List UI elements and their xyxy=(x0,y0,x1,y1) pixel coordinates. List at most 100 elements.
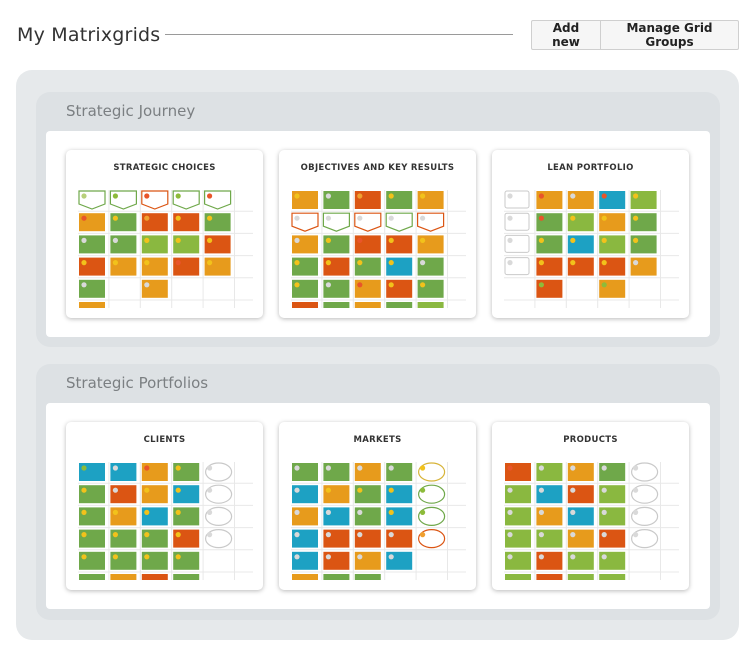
status-dot xyxy=(357,237,363,243)
status-dot xyxy=(144,554,150,560)
manage-grid-groups-button[interactable]: Manage Grid Groups xyxy=(601,20,739,50)
status-dot xyxy=(538,193,544,199)
status-dot xyxy=(325,193,331,199)
status-dot xyxy=(507,465,513,471)
grid-card-objectives-and-key-results[interactable]: OBJECTIVES AND KEY RESULTS xyxy=(279,150,476,318)
status-dot xyxy=(601,532,607,538)
page-title: My Matrixgrids xyxy=(17,24,161,46)
status-dot xyxy=(175,554,181,560)
status-dot xyxy=(81,554,87,560)
grid-preview xyxy=(78,462,253,580)
card-title: PRODUCTS xyxy=(563,435,618,445)
status-dot xyxy=(538,465,544,471)
status-dot xyxy=(601,509,607,515)
status-dot xyxy=(207,260,213,266)
status-dot xyxy=(294,465,300,471)
status-dot xyxy=(112,509,118,515)
status-dot xyxy=(144,282,150,288)
status-dot xyxy=(357,509,363,515)
grid-cell xyxy=(323,302,350,308)
status-dot xyxy=(388,465,394,471)
status-dot xyxy=(601,487,607,493)
grid-card-strategic-choices[interactable]: STRATEGIC CHOICES xyxy=(66,150,263,318)
status-dot xyxy=(175,532,181,538)
status-dot xyxy=(294,532,300,538)
status-dot xyxy=(207,215,213,221)
grid-group-strategic-journey: Strategic Journey STRATEGIC CHOICES OBJE… xyxy=(36,92,720,347)
status-dot xyxy=(144,215,150,221)
status-dot xyxy=(325,260,331,266)
empty-cell xyxy=(504,212,530,231)
status-dot xyxy=(112,260,118,266)
group-cards: STRATEGIC CHOICES OBJECTIVES AND KEY RES… xyxy=(46,131,710,337)
grid-card-clients[interactable]: CLIENTS xyxy=(66,422,263,590)
status-dot xyxy=(388,215,394,221)
status-dot xyxy=(420,237,426,243)
empty-cell xyxy=(504,234,530,253)
status-dot xyxy=(144,532,150,538)
status-dot xyxy=(325,282,331,288)
grid-card-products[interactable]: PRODUCTS xyxy=(492,422,689,590)
page-header: My Matrixgrids Add new Manage Grid Group… xyxy=(0,0,756,70)
status-dot xyxy=(601,554,607,560)
status-dot xyxy=(112,554,118,560)
status-dot xyxy=(420,260,426,266)
grid-card-lean-portfolio[interactable]: LEAN PORTFOLIO xyxy=(492,150,689,318)
status-dot xyxy=(207,465,213,471)
status-dot xyxy=(633,487,639,493)
add-new-button[interactable]: Add new xyxy=(531,20,601,50)
group-cards: CLIENTS MARKETS PRODUCTS xyxy=(46,403,710,609)
status-dot xyxy=(570,532,576,538)
status-dot xyxy=(538,532,544,538)
grid-cell xyxy=(141,574,168,580)
status-dot xyxy=(538,260,544,266)
grid-cell xyxy=(110,574,137,580)
status-dot xyxy=(81,260,87,266)
status-dot xyxy=(207,509,213,515)
card-title: CLIENTS xyxy=(143,435,186,445)
status-dot xyxy=(81,237,87,243)
status-dot xyxy=(144,487,150,493)
status-dot xyxy=(175,193,181,199)
status-dot xyxy=(633,465,639,471)
status-dot xyxy=(570,465,576,471)
grid-card-markets[interactable]: MARKETS xyxy=(279,422,476,590)
title-divider xyxy=(165,34,513,35)
grid-preview xyxy=(78,190,253,308)
grid-cell xyxy=(354,302,381,308)
status-dot xyxy=(357,487,363,493)
status-dot xyxy=(112,487,118,493)
empty-cell xyxy=(504,190,530,209)
status-dot xyxy=(570,215,576,221)
status-dot xyxy=(507,260,513,266)
status-dot xyxy=(570,554,576,560)
status-dot xyxy=(294,260,300,266)
status-dot xyxy=(325,237,331,243)
status-dot xyxy=(144,237,150,243)
status-dot xyxy=(357,465,363,471)
status-dot xyxy=(175,237,181,243)
grid-group-strategic-portfolios: Strategic Portfolios CLIENTS MARKETS PRO… xyxy=(36,364,720,620)
grid-cell xyxy=(323,574,350,580)
grid-cell xyxy=(292,302,318,308)
status-dot xyxy=(633,260,639,266)
status-dot xyxy=(507,509,513,515)
status-dot xyxy=(420,465,426,471)
status-dot xyxy=(144,260,150,266)
grid-cell xyxy=(505,574,531,580)
grid-cell xyxy=(173,574,200,580)
status-dot xyxy=(388,237,394,243)
grid-cell xyxy=(292,574,318,580)
status-dot xyxy=(601,282,607,288)
status-dot xyxy=(601,215,607,221)
status-dot xyxy=(420,532,426,538)
card-title: MARKETS xyxy=(353,435,402,445)
status-dot xyxy=(357,282,363,288)
status-dot xyxy=(570,193,576,199)
grid-preview xyxy=(504,462,679,580)
status-dot xyxy=(81,193,87,199)
status-dot xyxy=(325,215,331,221)
status-dot xyxy=(507,487,513,493)
status-dot xyxy=(570,260,576,266)
status-dot xyxy=(81,532,87,538)
